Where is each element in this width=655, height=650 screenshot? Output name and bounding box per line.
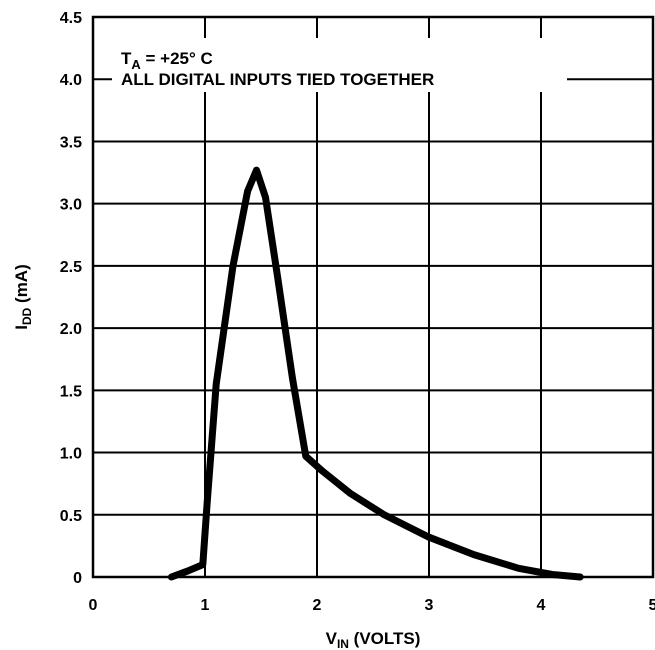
grid <box>93 17 653 577</box>
x-tick-label: 0 <box>89 597 98 614</box>
y-axis-title: IDD (mA) <box>12 264 34 330</box>
x-tick-label: 4 <box>537 597 546 614</box>
annotation-background <box>112 38 567 92</box>
x-axis-title-main: V <box>326 629 338 648</box>
condition-annotation: TA = +25° C <box>121 49 213 72</box>
y-tick-label: 2.0 <box>60 321 82 338</box>
y-tick-label: 3.0 <box>60 197 82 214</box>
y-tick-label: 4.0 <box>60 72 82 89</box>
y-tick-label: 0.5 <box>60 508 82 525</box>
y-tick-label: 0 <box>73 570 82 587</box>
y-axis-title-rest: (mA) <box>12 264 31 307</box>
x-tick-label: 2 <box>313 597 322 614</box>
y-tick-label: 4.5 <box>60 10 82 27</box>
y-axis-title-main: I <box>12 325 31 330</box>
y-tick-label: 2.5 <box>60 259 82 276</box>
y-tick-label: 1.0 <box>60 446 82 463</box>
x-axis-title: VIN (VOLTS) <box>326 629 421 650</box>
tick-labels: 0 1 2 3 4 5 0 0.5 1.0 1.5 2.0 2.5 3.0 3.5 4.0 4.5 <box>60 10 655 614</box>
condition-rest: = +25° C <box>141 49 213 68</box>
note-annotation: ALL DIGITAL INPUTS TIED TOGETHER <box>121 70 434 89</box>
x-tick-label: 5 <box>649 597 655 614</box>
x-axis-title-rest: (VOLTS) <box>349 629 420 648</box>
series-line <box>167 166 584 581</box>
condition-sub: A <box>131 57 141 72</box>
y-axis-title-sub: DD <box>20 307 34 325</box>
x-tick-label: 1 <box>201 597 210 614</box>
x-tick-label: 3 <box>425 597 434 614</box>
y-tick-label: 3.5 <box>60 134 82 151</box>
x-axis-title-sub: IN <box>337 637 349 650</box>
condition-main: T <box>121 49 132 68</box>
series-layer <box>167 166 584 581</box>
plot-frame <box>91 15 655 579</box>
y-tick-label: 1.5 <box>60 383 82 400</box>
